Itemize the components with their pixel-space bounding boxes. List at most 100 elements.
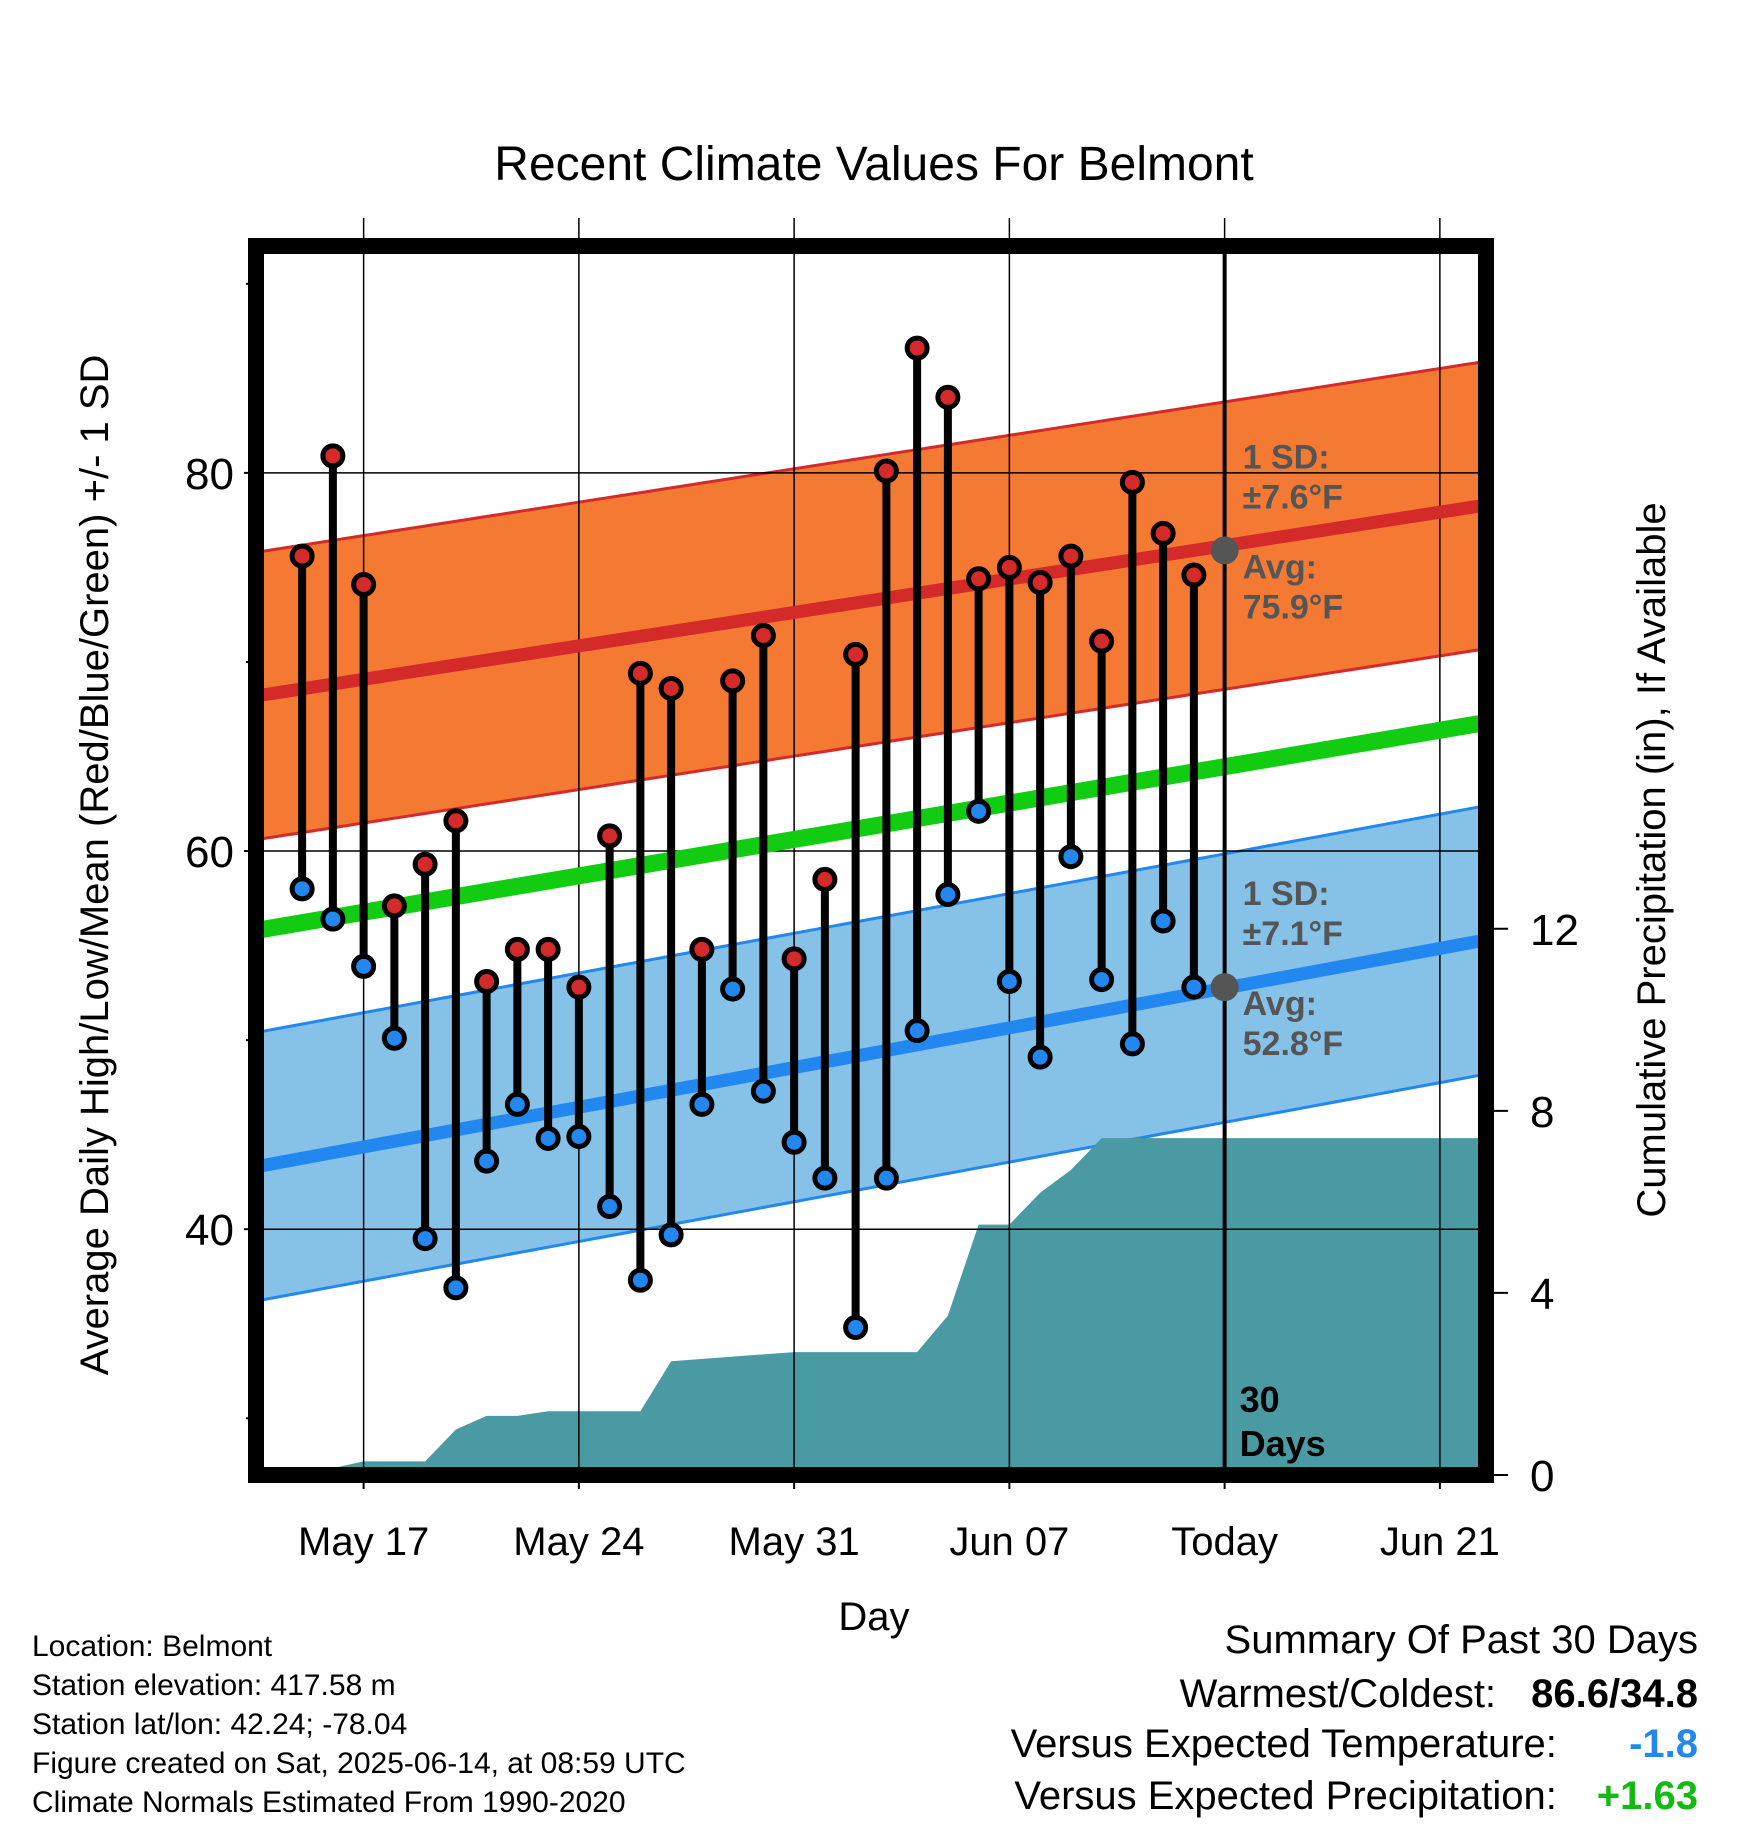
daily-high-point — [873, 458, 899, 484]
daily-high-point — [750, 622, 776, 648]
daily-high-point — [627, 660, 653, 686]
daily-high-point — [720, 668, 746, 694]
daily-low-point — [1058, 844, 1084, 870]
daily-low-point — [597, 1194, 623, 1220]
daily-low-point — [351, 953, 377, 979]
x-tick-label: Jun 21 — [1380, 1520, 1500, 1564]
daily-high-point — [904, 335, 930, 361]
daily-high-point — [1058, 543, 1084, 569]
created-text: Figure created on Sat, 2025-06-14, at 08… — [32, 1747, 686, 1780]
daily-high-point — [1181, 562, 1207, 588]
daily-high-point — [474, 969, 500, 995]
today-high-avg-marker — [1210, 536, 1239, 565]
x-axis-label: Day — [838, 1595, 909, 1639]
daily-low-point — [381, 1025, 407, 1051]
daily-low-point — [289, 876, 315, 902]
daily-low-point — [443, 1275, 469, 1301]
y-axis-label: Average Daily High/Low/Mean (Red/Blue/Gr… — [73, 355, 117, 1376]
x-tick-label: May 17 — [298, 1520, 429, 1564]
daily-low-point — [474, 1148, 500, 1174]
daily-low-point — [627, 1267, 653, 1293]
daily-low-point — [812, 1165, 838, 1191]
daily-high-point — [1089, 628, 1115, 654]
daily-high-point — [935, 384, 961, 410]
daily-high-point — [504, 936, 530, 962]
warm-cold-row: Warmest/Coldest: 86.6/34.8 — [1180, 1672, 1698, 1717]
y2-tick-label: 4 — [1530, 1270, 1554, 1319]
daily-low-point — [781, 1129, 807, 1155]
today-low-avg-marker — [1210, 973, 1239, 1002]
plot-frame — [248, 238, 1494, 1483]
daily-high-point — [566, 974, 592, 1000]
low-avg-label: Avg: — [1243, 985, 1317, 1023]
precip-label: Versus Expected Precipitation: — [1014, 1774, 1557, 1818]
high-sd-band-lower-edge — [255, 647, 1487, 842]
daily-low-point — [750, 1078, 776, 1104]
daily-high-point — [658, 675, 684, 701]
x-tick-label: May 24 — [513, 1520, 644, 1564]
y-tick-label: 60 — [185, 828, 234, 877]
y2-axis-label: Cumulative Precipitation (in), If Availa… — [1630, 502, 1674, 1217]
low-sd-value: ±7.1°F — [1243, 915, 1343, 953]
daily-low-point — [689, 1091, 715, 1117]
daily-high-point — [289, 543, 315, 569]
daily-low-point — [1027, 1044, 1053, 1070]
daily-low-point — [412, 1226, 438, 1252]
daily-low-point — [996, 969, 1022, 995]
daily-low-point — [1089, 967, 1115, 993]
daily-low-point — [320, 906, 346, 932]
normal-low-line — [254, 933, 1488, 1174]
y-tick-label: 80 — [185, 450, 234, 499]
period-unit: Days — [1240, 1423, 1326, 1464]
daily-high-point — [351, 571, 377, 597]
y2-tick-label: 8 — [1530, 1088, 1554, 1137]
period-number: 30 — [1240, 1379, 1280, 1420]
latlon-text: Station lat/lon: 42.24; -78.04 — [32, 1708, 408, 1741]
daily-high-point — [412, 851, 438, 877]
normal-mean-line — [254, 714, 1488, 939]
precip-area — [302, 1138, 1486, 1475]
x-tick-label: Jun 07 — [949, 1520, 1069, 1564]
precip-value: +1.63 — [1596, 1774, 1698, 1818]
warm-cold-value: 86.6/34.8 — [1531, 1672, 1698, 1716]
daily-low-point — [1150, 908, 1176, 934]
daily-low-point — [843, 1315, 869, 1341]
temp-label: Versus Expected Temperature: — [1010, 1722, 1557, 1766]
elevation-text: Station elevation: 417.58 m — [32, 1669, 396, 1702]
warm-cold-label: Warmest/Coldest: — [1179, 1672, 1497, 1716]
low-sd-band-upper-edge — [255, 804, 1487, 1035]
daily-low-point — [658, 1222, 684, 1248]
temp-value: -1.8 — [1629, 1722, 1698, 1766]
location-text: Location: Belmont — [32, 1630, 273, 1663]
normal-high-line — [255, 498, 1487, 703]
daily-low-point — [1119, 1031, 1145, 1057]
daily-high-point — [535, 936, 561, 962]
high-avg-label: Avg: — [1243, 548, 1317, 586]
x-tick-label: May 31 — [729, 1520, 860, 1564]
high-sd-value: ±7.6°F — [1243, 478, 1343, 516]
daily-high-point — [1150, 520, 1176, 546]
y-tick-label: 40 — [185, 1206, 234, 1255]
daily-low-point — [720, 976, 746, 1002]
y2-tick-label: 12 — [1530, 906, 1579, 955]
daily-high-point — [1119, 469, 1145, 495]
daily-high-point — [320, 443, 346, 469]
daily-high-point — [597, 823, 623, 849]
daily-low-point — [904, 1018, 930, 1044]
daily-high-point — [381, 893, 407, 919]
high-sd-label: 1 SD: — [1243, 438, 1330, 476]
daily-low-point — [1181, 974, 1207, 1000]
daily-low-point — [935, 882, 961, 908]
precip-row: Versus Expected Precipitation: +1.63 — [1014, 1774, 1698, 1819]
low-avg-value: 52.8°F — [1243, 1025, 1344, 1063]
daily-low-point — [566, 1124, 592, 1150]
daily-low-point — [966, 798, 992, 824]
normals-text: Climate Normals Estimated From 1990-2020 — [32, 1786, 626, 1819]
daily-low-point — [504, 1091, 530, 1117]
low-sd-label: 1 SD: — [1243, 875, 1330, 913]
x-tick-label: Today — [1171, 1520, 1278, 1564]
daily-high-point — [996, 554, 1022, 580]
daily-high-point — [843, 641, 869, 667]
daily-low-point — [873, 1165, 899, 1191]
